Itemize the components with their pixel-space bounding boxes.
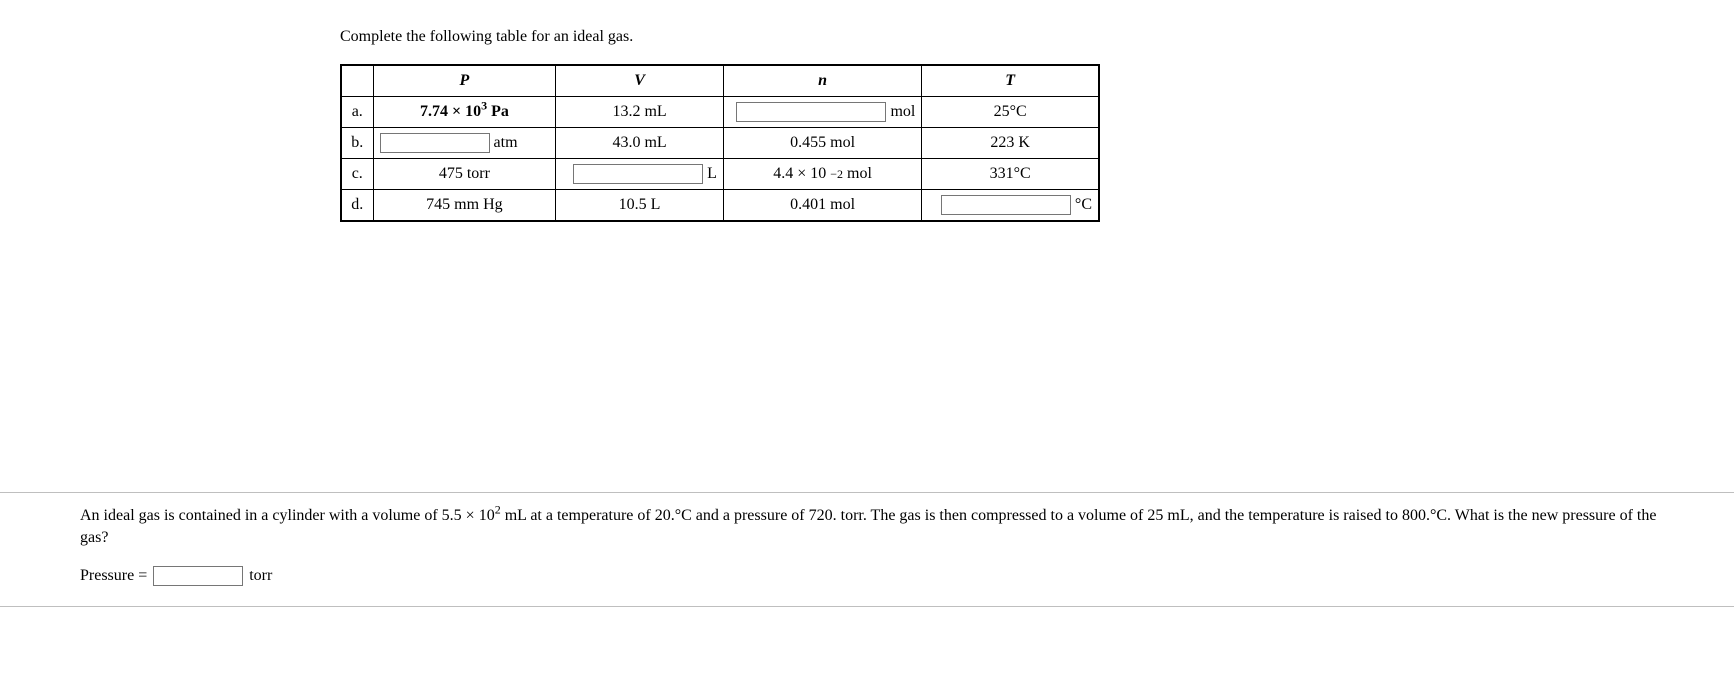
row-a-label: a. bbox=[341, 97, 373, 128]
row-c-T: 331°C bbox=[922, 159, 1099, 190]
pressure-label: Pressure = bbox=[80, 567, 147, 585]
row-d-T-input[interactable] bbox=[941, 195, 1071, 215]
row-c-n-value: 4.4 × 10−2 mol bbox=[730, 165, 915, 183]
table-row: a. 7.74 × 103 Pa 13.2 mL mol 25°C bbox=[341, 97, 1099, 128]
row-a-n-unit: mol bbox=[890, 103, 915, 121]
table-row: d. 745 mm Hg 10.5 L 0.401 mol °C bbox=[341, 190, 1099, 222]
row-b-P-unit: atm bbox=[494, 134, 518, 152]
header-T: T bbox=[922, 65, 1099, 97]
problem2-prompt: An ideal gas is contained in a cylinder … bbox=[80, 505, 1674, 548]
ideal-gas-table: P V n T a. 7.74 × 103 Pa 13.2 mL bbox=[340, 64, 1100, 222]
row-d-label: d. bbox=[341, 190, 373, 222]
row-c-label: c. bbox=[341, 159, 373, 190]
row-b-label: b. bbox=[341, 128, 373, 159]
row-b-P: atm bbox=[373, 128, 556, 159]
row-c-V-unit: L bbox=[707, 165, 717, 183]
divider bbox=[0, 606, 1734, 607]
row-d-P: 745 mm Hg bbox=[373, 190, 556, 222]
row-b-T: 223 K bbox=[922, 128, 1099, 159]
problem1-prompt: Complete the following table for an idea… bbox=[340, 28, 1240, 46]
row-c-P: 475 torr bbox=[373, 159, 556, 190]
header-P: P bbox=[373, 65, 556, 97]
row-b-V: 43.0 mL bbox=[556, 128, 724, 159]
row-c-V-input[interactable] bbox=[573, 164, 703, 184]
header-blank bbox=[341, 65, 373, 97]
row-b-P-input[interactable] bbox=[380, 133, 490, 153]
header-V: V bbox=[556, 65, 724, 97]
table-row: b. atm 43.0 mL 0.455 mol 223 K bbox=[341, 128, 1099, 159]
row-a-P-value: 7.74 × 103 Pa bbox=[420, 103, 509, 121]
row-b-n: 0.455 mol bbox=[723, 128, 921, 159]
row-d-V: 10.5 L bbox=[556, 190, 724, 222]
row-d-T: °C bbox=[922, 190, 1099, 222]
row-a-T: 25°C bbox=[922, 97, 1099, 128]
divider bbox=[0, 492, 1734, 493]
row-a-n-input[interactable] bbox=[736, 102, 886, 122]
row-a-V: 13.2 mL bbox=[556, 97, 724, 128]
row-c-n: 4.4 × 10−2 mol bbox=[723, 159, 921, 190]
row-d-n: 0.401 mol bbox=[723, 190, 921, 222]
pressure-input[interactable] bbox=[153, 566, 243, 586]
row-d-T-unit: °C bbox=[1075, 196, 1092, 214]
header-n: n bbox=[723, 65, 921, 97]
table-row: c. 475 torr L 4.4 × 10−2 mol 331°C bbox=[341, 159, 1099, 190]
row-a-n: mol bbox=[723, 97, 921, 128]
pressure-unit: torr bbox=[249, 567, 272, 585]
row-a-P: 7.74 × 103 Pa bbox=[373, 97, 556, 128]
row-c-V: L bbox=[556, 159, 724, 190]
